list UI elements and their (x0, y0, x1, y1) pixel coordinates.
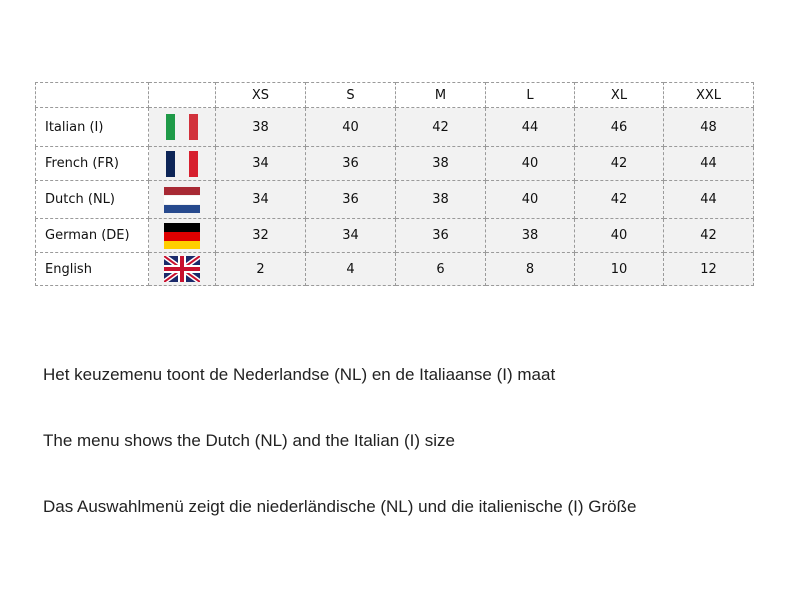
header-xs: XS (215, 82, 306, 108)
flag-cell (148, 107, 216, 147)
size-cell: 10 (574, 252, 664, 286)
table-row: Dutch (NL) 34 36 38 40 42 44 (35, 180, 754, 219)
header-cell (148, 82, 216, 108)
flag-cell (148, 218, 216, 253)
size-cell: 36 (305, 180, 396, 219)
size-cell: 12 (663, 252, 754, 286)
uk-flag-icon (164, 256, 200, 282)
flag-cell (148, 180, 216, 219)
size-cell: 44 (663, 146, 754, 181)
language-label: English (35, 252, 149, 286)
table-row: French (FR) 34 36 38 40 42 44 (35, 146, 754, 181)
size-cell: 38 (215, 107, 306, 147)
size-cell: 42 (395, 107, 486, 147)
size-cell: 40 (485, 180, 575, 219)
header-s: S (305, 82, 396, 108)
header-xl: XL (574, 82, 664, 108)
language-label: French (FR) (35, 146, 149, 181)
france-flag-icon (164, 150, 200, 177)
size-cell: 2 (215, 252, 306, 286)
flag-cell (148, 146, 216, 181)
language-label: Italian (I) (35, 107, 149, 147)
header-l: L (485, 82, 575, 108)
size-cell: 4 (305, 252, 396, 286)
size-chart-table: XS S M L XL XXL Italian (I) 38 40 42 44 46 48 F… (35, 82, 754, 286)
size-cell: 40 (305, 107, 396, 147)
size-cell: 32 (215, 218, 306, 253)
table-row: Italian (I) 38 40 42 44 46 48 (35, 107, 754, 147)
size-cell: 38 (485, 218, 575, 253)
size-cell: 34 (215, 180, 306, 219)
netherlands-flag-icon (164, 186, 200, 213)
language-label: German (DE) (35, 218, 149, 253)
header-row: XS S M L XL XXL (35, 82, 754, 108)
flag-cell (148, 252, 216, 286)
size-cell: 34 (215, 146, 306, 181)
size-cell: 48 (663, 107, 754, 147)
note-german: Das Auswahlmenü zeigt die niederländisch… (43, 497, 637, 516)
size-cell: 38 (395, 146, 486, 181)
size-cell: 6 (395, 252, 486, 286)
size-cell: 44 (485, 107, 575, 147)
header-m: M (395, 82, 486, 108)
size-cell: 42 (663, 218, 754, 253)
size-cell: 40 (485, 146, 575, 181)
note-english: The menu shows the Dutch (NL) and the It… (43, 431, 455, 450)
table-row: English 2 4 6 8 10 12 (35, 252, 754, 286)
size-cell: 44 (663, 180, 754, 219)
note-dutch: Het keuzemenu toont de Nederlandse (NL) … (43, 365, 556, 384)
size-cell: 34 (305, 218, 396, 253)
size-cell: 36 (305, 146, 396, 181)
italy-flag-icon (164, 114, 200, 140)
size-cell: 8 (485, 252, 575, 286)
size-cell: 36 (395, 218, 486, 253)
header-cell (35, 82, 149, 108)
language-label: Dutch (NL) (35, 180, 149, 219)
table-row: German (DE) 32 34 36 38 40 42 (35, 218, 754, 253)
size-cell: 38 (395, 180, 486, 219)
size-cell: 40 (574, 218, 664, 253)
size-cell: 42 (574, 180, 664, 219)
header-xxl: XXL (663, 82, 754, 108)
size-cell: 42 (574, 146, 664, 181)
size-cell: 46 (574, 107, 664, 147)
germany-flag-icon (164, 222, 200, 249)
